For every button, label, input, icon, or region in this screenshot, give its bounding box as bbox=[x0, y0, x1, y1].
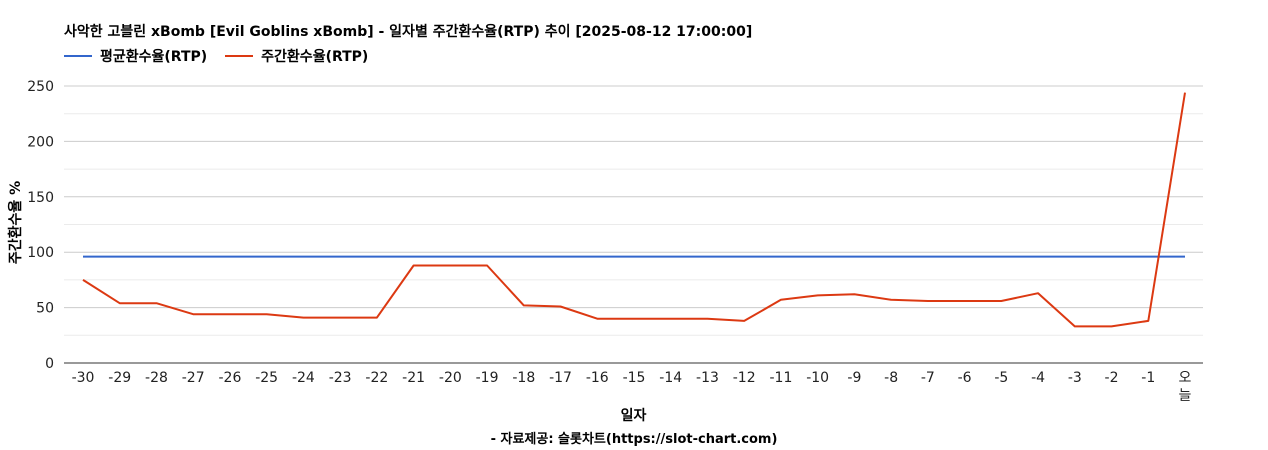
x-tick-label: -4 bbox=[1031, 370, 1045, 386]
series-line-1[interactable] bbox=[82, 92, 1186, 328]
y-tick-label: 0 bbox=[45, 356, 54, 372]
x-tick-label: -17 bbox=[549, 370, 572, 386]
legend-label-average: 평균환수율(RTP) bbox=[100, 49, 208, 65]
x-tick-label: -21 bbox=[402, 370, 425, 386]
x-tick-label: -20 bbox=[439, 370, 462, 386]
y-tick-label: 100 bbox=[27, 245, 54, 261]
x-tick-label: -2 bbox=[1105, 370, 1119, 386]
series-lines bbox=[82, 92, 1186, 328]
x-tick-label: -23 bbox=[329, 370, 352, 386]
legend-swatch-average bbox=[64, 55, 92, 57]
x-tick-label: -10 bbox=[806, 370, 829, 386]
y-axis-title: 주간환수율 % bbox=[7, 181, 24, 264]
source-credit: - 자료제공: 슬롯차트(https://slot-chart.com) bbox=[490, 432, 778, 447]
x-tick-label: -6 bbox=[958, 370, 972, 386]
legend-swatch-weekly bbox=[225, 55, 254, 57]
x-tick-label: -26 bbox=[218, 370, 241, 386]
x-tick-label: -13 bbox=[696, 370, 719, 386]
gridlines bbox=[64, 85, 1203, 336]
x-tick-label: -1 bbox=[1141, 370, 1155, 386]
x-tick-label: 늘 bbox=[1179, 388, 1192, 404]
y-tick-label: 150 bbox=[27, 190, 54, 206]
x-tick-label: -12 bbox=[733, 370, 756, 386]
x-tick-label: -16 bbox=[586, 370, 609, 386]
x-tick-label: -24 bbox=[292, 370, 315, 386]
x-tick-label: -19 bbox=[476, 370, 499, 386]
x-axis-title: 일자 bbox=[621, 408, 647, 424]
x-tick-label: -7 bbox=[921, 370, 935, 386]
x-tick-label: -8 bbox=[884, 370, 898, 386]
y-tick-label: 50 bbox=[36, 301, 54, 317]
y-tick-label: 250 bbox=[27, 79, 54, 95]
legend-item-average[interactable]: 평균환수율(RTP) bbox=[64, 46, 207, 66]
legend-label-weekly: 주간환수율(RTP) bbox=[261, 49, 369, 65]
x-tick-label: -14 bbox=[659, 370, 682, 386]
x-tick-label: -3 bbox=[1068, 370, 1082, 386]
y-tick-label: 200 bbox=[27, 134, 54, 150]
x-tick-label: -25 bbox=[255, 370, 278, 386]
chart-legend: 평균환수율(RTP) 주간환수율(RTP) bbox=[64, 46, 386, 66]
x-tick-label: -22 bbox=[365, 370, 388, 386]
x-tick-label: 오 bbox=[1179, 370, 1192, 386]
legend-item-weekly[interactable]: 주간환수율(RTP) bbox=[225, 46, 368, 66]
x-tick-label: -18 bbox=[512, 370, 535, 386]
x-tick-label: -15 bbox=[623, 370, 646, 386]
x-tick-label: -11 bbox=[769, 370, 792, 386]
x-tick-label: -30 bbox=[72, 370, 95, 386]
x-tick-label: -9 bbox=[847, 370, 861, 386]
x-tick-label: -29 bbox=[108, 370, 131, 386]
x-tick-label: -28 bbox=[145, 370, 168, 386]
chart-title: 사악한 고블린 xBomb [Evil Goblins xBomb] - 일자별… bbox=[64, 24, 753, 40]
x-tick-label: -5 bbox=[994, 370, 1008, 386]
x-tick-label: -27 bbox=[182, 370, 205, 386]
